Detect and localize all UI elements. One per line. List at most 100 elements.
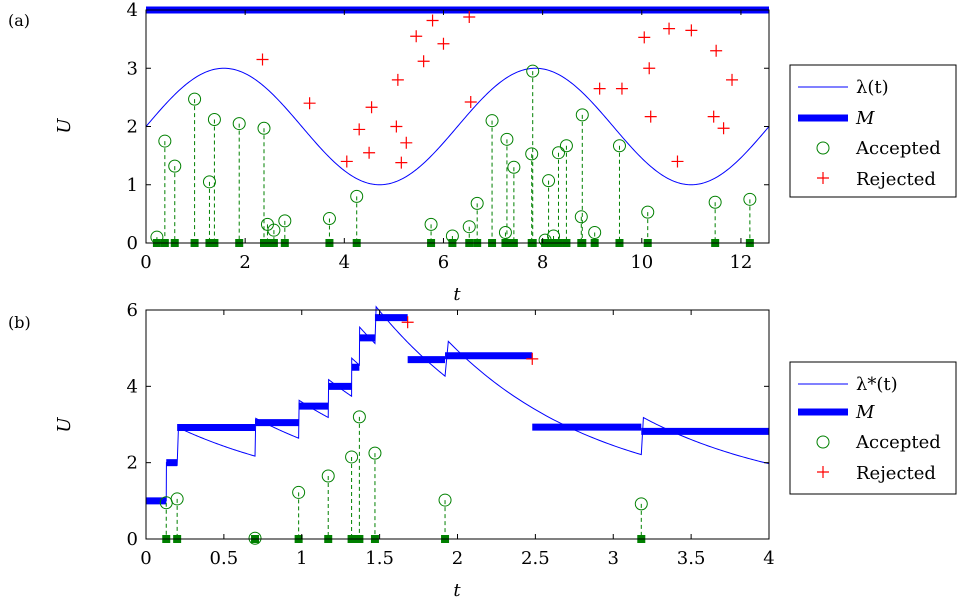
accepted-point-b-8 bbox=[438, 493, 452, 507]
x-tick-label-b-1: 0.5 bbox=[210, 548, 239, 569]
rejected-point-a-1 bbox=[303, 97, 316, 110]
accepted-point-b-6 bbox=[352, 410, 366, 424]
accepted-point-a-28 bbox=[574, 210, 588, 224]
legend-a: λ(t) M Accepted Rejected bbox=[789, 64, 957, 198]
legend-a-rejected-swatch bbox=[817, 172, 829, 184]
x-tick-label-b-0: 0 bbox=[140, 548, 151, 569]
accepted-point-a-31 bbox=[612, 139, 626, 153]
accepted-point-a-33 bbox=[708, 195, 722, 209]
accepted-point-a-18 bbox=[498, 226, 512, 240]
rejected-point-a-24 bbox=[707, 110, 720, 123]
accepted-point-a-17 bbox=[485, 114, 499, 128]
accepted-point-a-26 bbox=[551, 146, 565, 160]
legend-b-rejected-label: Rejected bbox=[856, 463, 936, 484]
rejected-point-a-22 bbox=[671, 155, 684, 168]
panel-a-label: (a) bbox=[8, 11, 30, 30]
accepted-point-b-5 bbox=[345, 450, 359, 464]
accepted-point-a-12 bbox=[350, 189, 364, 203]
y-tick-label-b-2: 4 bbox=[127, 376, 138, 397]
accepted-point-b-9 bbox=[634, 497, 648, 511]
rejected-point-a-16 bbox=[593, 82, 606, 95]
rejected-point-a-19 bbox=[643, 62, 656, 75]
legend-a-bound-label: M bbox=[855, 108, 875, 129]
accepted-point-b-2 bbox=[248, 531, 262, 545]
x-tick-label-b-3: 1.5 bbox=[365, 548, 394, 569]
accepted-point-a-2 bbox=[168, 159, 182, 173]
rejected-point-a-2 bbox=[340, 155, 353, 168]
rejected-point-a-5 bbox=[365, 101, 378, 114]
legend-b: λ*(t) M Accepted Rejected bbox=[789, 361, 957, 495]
x-tick-label-a-2: 4 bbox=[339, 252, 350, 273]
y-tick-label-a-2: 2 bbox=[127, 117, 138, 138]
y-tick-label-a-1: 1 bbox=[127, 175, 138, 196]
x-tick-label-a-3: 6 bbox=[438, 252, 449, 273]
plot-area-b bbox=[146, 305, 770, 545]
legend-a-accepted-label: Accepted bbox=[855, 138, 941, 159]
y-tick-label-a-4: 4 bbox=[127, 0, 138, 21]
rejected-point-a-15 bbox=[464, 96, 477, 109]
axes-b: 0 0.5 1 1.5 2 2.5 3 3.5 4 0 2 4 6 bbox=[127, 300, 775, 569]
accepted-point-a-1 bbox=[158, 134, 172, 148]
x-tick-label-a-1: 2 bbox=[239, 252, 250, 273]
x-tick-label-a-6: 12 bbox=[729, 252, 752, 273]
y-tick-label-b-1: 2 bbox=[127, 453, 138, 474]
legend-b-accepted-label: Accepted bbox=[855, 432, 941, 453]
x-tick-label-b-7: 3.5 bbox=[677, 548, 706, 569]
y-tick-label-a-3: 3 bbox=[127, 58, 138, 79]
legend-a-accepted-swatch bbox=[816, 141, 830, 155]
accepted-point-a-11 bbox=[322, 212, 336, 226]
rejected-point-a-20 bbox=[644, 110, 657, 123]
accepted-point-a-21 bbox=[525, 147, 539, 161]
accepted-point-a-13 bbox=[424, 217, 438, 231]
accepted-point-a-6 bbox=[232, 117, 246, 131]
panel-b: (b) 0 0.5 1 1.5 2 2.5 3 3.5 4 0 2 4 6 t U λ*(t) M Ac… bbox=[8, 300, 957, 600]
accepted-point-a-4 bbox=[202, 175, 216, 189]
x-tick-label-b-4: 2 bbox=[452, 548, 463, 569]
accepted-point-a-20 bbox=[507, 160, 521, 174]
rejected-point-a-8 bbox=[395, 156, 408, 169]
accepted-point-a-19 bbox=[500, 132, 514, 146]
rejected-point-a-14 bbox=[463, 10, 476, 23]
accepted-point-a-32 bbox=[641, 205, 655, 219]
rejected-point-a-4 bbox=[363, 146, 376, 159]
accepted-point-a-24 bbox=[542, 174, 556, 188]
rejected-point-a-12 bbox=[426, 14, 439, 27]
intensity-curve-b bbox=[146, 305, 770, 502]
rejected-point-a-18 bbox=[638, 31, 651, 44]
legend-b-accepted-swatch bbox=[816, 435, 830, 449]
rejected-point-a-10 bbox=[410, 30, 423, 43]
rejected-point-a-13 bbox=[437, 37, 450, 50]
rejected-point-b-0 bbox=[401, 316, 414, 329]
rejected-point-b-1 bbox=[526, 352, 539, 365]
legend-a-intensity-label: λ(t) bbox=[856, 77, 889, 98]
plot-area-a bbox=[145, 6, 770, 247]
x-tick-label-b-8: 4 bbox=[763, 548, 774, 569]
y-axis-label-b: U bbox=[54, 417, 75, 433]
rejected-point-a-27 bbox=[726, 73, 739, 86]
accepted-point-a-7 bbox=[257, 121, 271, 135]
accepted-point-a-34 bbox=[743, 192, 757, 206]
x-axis-label-b: t bbox=[453, 580, 461, 600]
y-axis-label-a: U bbox=[54, 118, 75, 134]
panel-b-label: (b) bbox=[8, 313, 31, 332]
accepted-point-a-9 bbox=[267, 223, 281, 237]
accepted-point-b-1 bbox=[170, 492, 184, 506]
accepted-point-a-30 bbox=[588, 226, 602, 240]
x-tick-label-a-0: 0 bbox=[140, 252, 151, 273]
rejected-point-a-26 bbox=[717, 122, 730, 135]
rejected-point-a-9 bbox=[400, 136, 413, 149]
accepted-point-a-16 bbox=[470, 196, 484, 210]
y-tick-label-b-3: 6 bbox=[127, 300, 138, 321]
y-tick-label-a-0: 0 bbox=[127, 233, 138, 254]
rejected-point-a-23 bbox=[685, 24, 698, 37]
accepted-point-a-29 bbox=[575, 108, 589, 122]
x-tick-label-b-6: 3 bbox=[608, 548, 619, 569]
accepted-point-b-4 bbox=[321, 469, 335, 483]
legend-a-rejected-label: Rejected bbox=[856, 169, 936, 190]
x-tick-label-b-5: 2.5 bbox=[521, 548, 550, 569]
rejected-point-a-17 bbox=[615, 82, 628, 95]
x-tick-label-a-4: 8 bbox=[537, 252, 548, 273]
rejected-point-a-0 bbox=[256, 53, 269, 66]
rejected-point-a-3 bbox=[353, 123, 366, 136]
